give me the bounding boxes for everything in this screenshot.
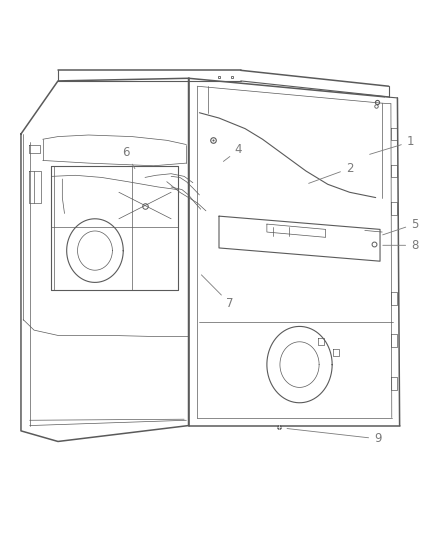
Text: 5: 5 <box>383 217 419 235</box>
Text: 2: 2 <box>309 162 353 183</box>
Text: 8: 8 <box>383 239 419 252</box>
Text: 9: 9 <box>287 429 381 446</box>
Text: 6: 6 <box>122 146 135 168</box>
Text: 1: 1 <box>370 135 414 155</box>
Text: 4: 4 <box>223 143 242 161</box>
Text: 7: 7 <box>201 275 233 310</box>
